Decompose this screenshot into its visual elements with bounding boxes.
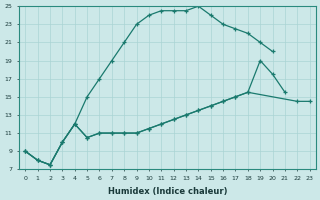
X-axis label: Humidex (Indice chaleur): Humidex (Indice chaleur): [108, 187, 227, 196]
